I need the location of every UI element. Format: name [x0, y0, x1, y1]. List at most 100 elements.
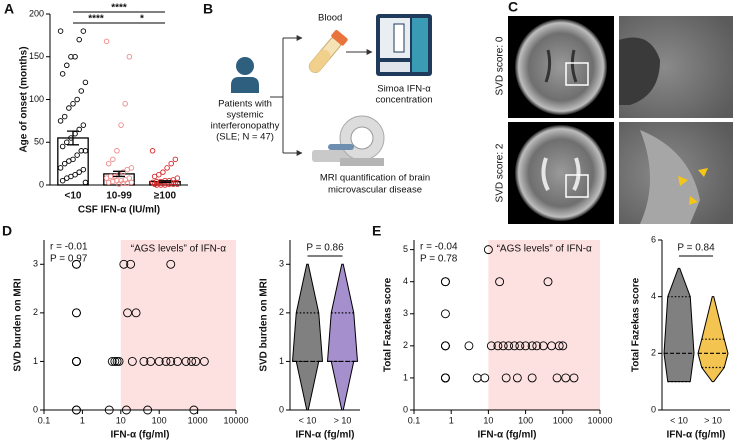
data-point	[110, 156, 116, 163]
y-tick-label: 6	[651, 234, 656, 244]
zoom-box	[565, 62, 589, 86]
data-point	[153, 182, 160, 188]
data-point	[119, 259, 129, 269]
diagram-text: (SLE; N = 47)	[216, 132, 274, 143]
y-tick-label: 50	[34, 137, 44, 147]
y-tick-label: 0	[33, 404, 38, 414]
data-point	[123, 308, 133, 318]
error-bar	[67, 130, 79, 146]
data-point	[116, 181, 122, 187]
data-point	[114, 148, 120, 154]
data-point	[495, 277, 505, 287]
data-point	[57, 118, 64, 124]
data-point	[57, 28, 64, 34]
x-tick-label: < 10	[299, 415, 317, 425]
data-point	[114, 356, 124, 366]
y-tick-label: 3	[279, 259, 284, 269]
x-axis-label: CSF IFN-α (IU/ml)	[78, 205, 160, 216]
shade-label: “AGS levels” of IFN-α	[131, 244, 226, 255]
x-tick-label: < 10	[670, 415, 688, 425]
y-axis-label: Total Fazekas score	[631, 277, 642, 372]
data-point	[166, 259, 176, 269]
data-point	[483, 245, 493, 255]
data-point	[82, 179, 89, 186]
y-tick-label: 0	[279, 404, 284, 414]
data-point	[112, 356, 122, 366]
data-point	[61, 160, 68, 167]
panel-letter: E	[372, 223, 381, 239]
significance-label: *	[140, 14, 144, 25]
data-point	[160, 169, 166, 175]
y-tick-label: 2	[651, 348, 656, 358]
x-tick-label: > 10	[704, 415, 722, 425]
data-point	[64, 139, 70, 145]
data-point	[124, 180, 131, 187]
data-point	[66, 105, 72, 111]
x-axis-label: IFN-α (fg/ml)	[667, 430, 726, 441]
data-point	[72, 259, 81, 269]
x-tick-label: 100	[518, 415, 533, 425]
diagram-text: systemic	[227, 110, 264, 121]
data-point	[161, 356, 171, 366]
data-point	[70, 101, 76, 107]
data-point	[80, 122, 87, 128]
annotation: r = -0.01	[50, 242, 88, 253]
zoom-box	[565, 174, 589, 198]
x-tick-label: 100	[152, 415, 167, 425]
diagram-text: Patients with	[218, 99, 272, 110]
data-point	[151, 173, 158, 180]
y-tick-label: 0	[651, 404, 656, 414]
data-point	[509, 341, 519, 351]
data-point	[72, 356, 81, 366]
x-axis-label: IFN-α (fg/ml)	[478, 430, 537, 441]
y-tick-label: 3	[403, 308, 408, 318]
x-tick-label: > 10	[334, 415, 352, 425]
data-point	[78, 88, 85, 94]
x-axis-label: IFN-α (fg/ml)	[111, 430, 170, 441]
data-point	[80, 166, 87, 173]
x-tick-label: 10-99	[106, 191, 132, 202]
x-axis-label: IFN-α (fg/ml)	[296, 430, 355, 441]
p-value: P = 0.86	[306, 243, 344, 254]
y-tick-label: 200	[29, 8, 44, 18]
y-tick-label: 1	[403, 372, 408, 382]
data-point	[78, 148, 85, 154]
x-tick-label: 10	[116, 415, 126, 425]
data-point	[57, 165, 64, 171]
data-point	[74, 152, 80, 158]
mri-image	[544, 49, 578, 83]
diagram-text: Simoa IFN-α	[377, 84, 431, 95]
data-point	[504, 341, 514, 351]
data-point	[569, 373, 579, 383]
y-tick-label: 3	[33, 259, 38, 269]
data-point	[76, 126, 82, 133]
panel-letter: D	[2, 223, 12, 239]
x-tick-label: 10000	[587, 415, 612, 425]
error-bar	[113, 170, 125, 178]
data-point	[515, 341, 525, 351]
data-point	[118, 122, 124, 128]
data-point	[146, 356, 156, 366]
data-point	[174, 181, 181, 187]
x-tick-label: <10	[65, 191, 82, 202]
data-point	[126, 54, 133, 60]
y-tick-label: 1	[279, 356, 284, 366]
data-point	[59, 71, 66, 77]
data-point	[187, 356, 197, 366]
data-point	[103, 175, 110, 181]
data-point	[122, 101, 128, 107]
y-tick-label: 2	[33, 307, 38, 317]
data-point	[61, 113, 68, 120]
violin	[326, 263, 359, 411]
y-axis-label: Age of onset (months)	[19, 46, 30, 152]
x-tick-label: 1000	[553, 415, 573, 425]
x-tick-label: 10000	[223, 415, 248, 425]
diagram-text: concentration	[375, 95, 432, 106]
data-point	[501, 373, 511, 383]
y-axis-label: SVD burden on MRI	[13, 278, 24, 372]
x-tick-label: 10	[483, 415, 493, 425]
data-point	[64, 175, 70, 181]
y-tick-label: 100	[29, 94, 44, 104]
data-point	[181, 356, 191, 366]
